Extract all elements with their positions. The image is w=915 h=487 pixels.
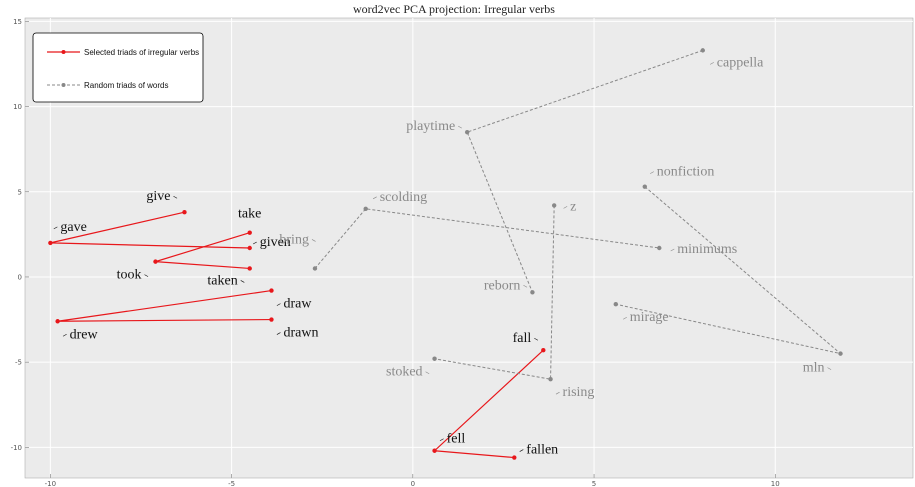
x-tick-label: 5 [592,480,596,487]
point-fall [541,348,546,353]
y-tick-label: 10 [13,103,22,111]
point-mirage [613,302,618,307]
point-took [153,259,158,264]
point-drew [55,319,60,324]
chart-title: word2vec PCA projection: Irregular verbs [353,2,555,16]
point-label-fall: fall [513,331,532,346]
point-nonfiction [642,184,647,189]
point-label-rising: rising [563,385,595,400]
x-tick-label: -5 [228,480,235,487]
label-leader [53,226,58,230]
label-leader [534,337,539,341]
point-take [247,230,252,235]
point-scolding [363,206,368,212]
label-leader [173,195,178,199]
label-leader [276,332,281,335]
point-label-fell: fell [447,432,466,447]
data-points [48,48,843,460]
point-label-drawn: drawn [283,326,318,341]
label-leader [252,241,257,245]
point-label-taken: taken [207,273,237,288]
point-label-z: z [570,199,576,214]
label-leader [827,367,832,370]
point-taken [247,266,252,271]
label-leader [144,274,149,277]
point-bring [312,266,318,271]
label-leader [439,438,444,442]
point-give [182,210,187,215]
point-playtime [464,129,470,135]
legend-marker-selected [61,50,66,54]
y-tick-label: 0 [18,273,22,281]
label-leader [555,391,560,395]
point-stoked [432,356,437,361]
label-leader [240,280,245,283]
point-label-nonfiction: nonfiction [657,165,715,180]
point-gave [48,240,53,246]
point-fallen [512,455,517,460]
point-label-bring: bring [279,232,309,247]
axis-ticks: -10 -5 0 5 10 -10 -5 0 5 10 15 [11,18,780,487]
legend-box [32,32,204,103]
point-label-scolding: scolding [380,190,427,205]
label-leader [670,248,675,252]
label-leader [458,125,462,129]
random-triad-line [434,205,555,380]
point-reborn [530,290,535,295]
label-leader [650,171,654,174]
x-tick-label: -10 [45,480,56,487]
point-label-reborn: reborn [484,278,521,293]
point-labels: give gave given take took taken draw drew drawn f… [53,55,832,458]
label-leader [563,206,568,209]
label-leader [623,316,627,320]
point-label-take: take [238,207,261,222]
legend-label-random: Random triads of words [84,81,168,90]
label-leader [372,196,377,200]
y-tick-label: 5 [18,188,22,196]
point-label-fallen: fallen [526,443,558,458]
y-tick-label: -10 [11,444,22,452]
point-label-playtime: playtime [406,119,455,134]
label-leader [62,333,67,337]
point-label-took: took [117,268,142,283]
point-label-minimums: minimums [677,242,737,257]
point-draw [269,288,274,293]
point-minimums [657,245,662,251]
label-leader [519,449,524,452]
point-label-stoked: stoked [386,365,423,380]
legend: Selected triads of irregular verbs Rando… [32,32,204,103]
x-tick-label: 0 [411,480,415,487]
legend-label-selected: Selected triads of irregular verbs [84,48,199,57]
point-label-given: given [260,235,291,250]
random-triad-line [314,208,660,269]
point-label-mln: mln [803,361,825,376]
point-given [247,245,252,251]
point-drawn [269,317,274,322]
label-leader [276,303,281,306]
point-cappella [700,48,705,53]
label-leader [523,285,528,288]
label-leader [311,239,316,242]
label-leader [710,62,714,65]
point-z [551,203,557,208]
point-label-cappella: cappella [717,55,764,70]
point-mln [838,351,843,356]
y-tick-label: -5 [15,359,22,367]
point-label-mirage: mirage [630,310,669,325]
point-label-gave: gave [60,220,86,235]
y-tick-label: 15 [13,18,22,26]
point-label-drew: drew [70,327,99,342]
grid-lines [25,18,913,478]
x-tick-label: 10 [771,480,780,487]
legend-marker-random [61,83,66,87]
label-leader [425,371,430,375]
point-fell [432,448,437,453]
point-rising [548,376,553,382]
point-label-draw: draw [283,297,312,312]
point-label-give: give [146,189,170,204]
